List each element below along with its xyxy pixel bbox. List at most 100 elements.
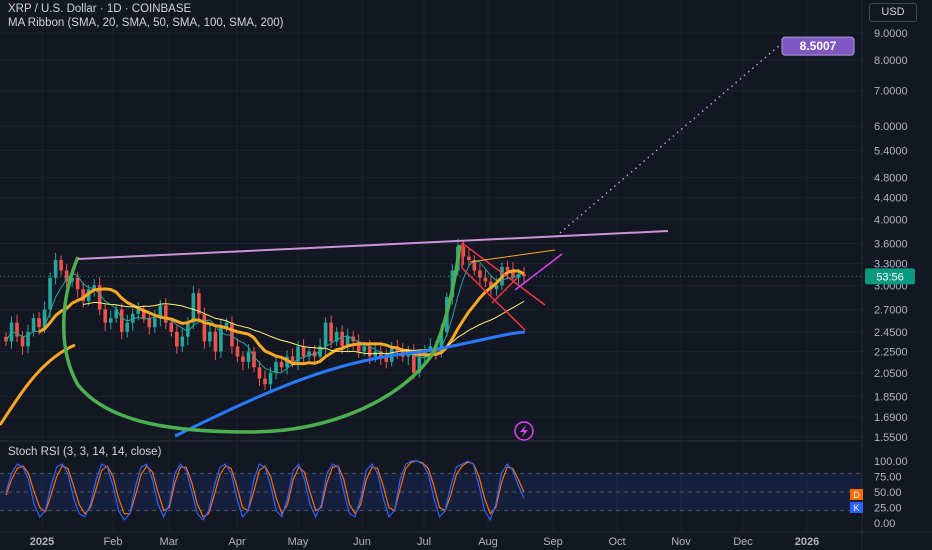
projection-dotted-line: [559, 44, 781, 234]
candle-body: [37, 318, 41, 328]
price-tick-label: 4.0000: [874, 214, 908, 226]
candle-body: [296, 346, 300, 362]
candle-body: [461, 246, 466, 257]
stoch-d-badge-label: D: [853, 490, 860, 500]
candle-body: [378, 351, 383, 357]
stoch-rsi-pane: [0, 460, 862, 522]
candle-body: [516, 274, 521, 278]
candle-body: [478, 270, 482, 278]
candle-body: [290, 356, 295, 362]
indicator-title: MA Ribbon (SMA, 20, SMA, 50, SMA, 100, S…: [8, 17, 284, 29]
time-tick-label: Feb: [104, 536, 123, 548]
candle-body: [97, 285, 102, 310]
candle-body: [252, 351, 256, 368]
candle-body: [494, 285, 499, 290]
candle-body: [235, 346, 240, 357]
price-axis[interactable]: 9.0000 8.0000 7.0000 6.0000 5.4000 4.8000 4.40…: [850, 0, 915, 550]
candle-body: [345, 336, 350, 347]
candle-body: [186, 322, 190, 337]
stoch-k-badge: [850, 502, 863, 513]
target-badge: [781, 36, 855, 56]
candle-body: [197, 293, 201, 314]
stoch-band: [0, 473, 862, 511]
candle-body: [483, 277, 488, 282]
candle-body: [467, 256, 471, 260]
time-tick-label: Sep: [543, 536, 563, 548]
stoch-k-badge-label: K: [853, 503, 859, 513]
candle-body: [230, 322, 234, 347]
price-tick-label: 2.4500: [874, 327, 908, 339]
time-tick-label: 2026: [795, 536, 819, 548]
candle-body: [180, 336, 185, 347]
candle-body: [208, 331, 212, 342]
price-tick-label: 4.8000: [874, 172, 908, 184]
candle-body: [59, 259, 63, 271]
stoch-rsi-title: Stoch RSI (3, 3, 14, 14, close): [8, 446, 162, 458]
candle-body: [362, 346, 366, 352]
candle-body: [257, 367, 262, 379]
price-tick-label: 1.5500: [874, 432, 908, 444]
price-tick-label: 9.0000: [874, 28, 908, 40]
stoch-tick-label: 75.00: [874, 472, 902, 484]
candle-body: [158, 305, 163, 319]
candle-body: [213, 331, 218, 352]
time-tick-label: Nov: [671, 536, 691, 548]
sma-100-line: [83, 300, 525, 355]
candle-body: [92, 285, 96, 290]
time-axis[interactable]: 2025 Feb Mar Apr May Jun Jul Aug Sep Oct Nov Dec 202…: [0, 531, 932, 548]
candle-body: [31, 318, 36, 332]
cup-curve: [62, 244, 462, 434]
candle-body: [241, 356, 245, 362]
price-tick-label: 5.4000: [874, 145, 908, 157]
candle-body: [141, 309, 146, 319]
candle-body: [202, 313, 207, 342]
flag-diag: [491, 277, 518, 304]
time-tick-label: Jun: [353, 536, 371, 548]
candle-body: [152, 318, 157, 328]
sma-200-line: [174, 330, 526, 438]
candle-body: [20, 336, 25, 347]
target-label: 8.5007: [800, 39, 837, 53]
current-price-badge: [865, 268, 915, 285]
candle-body: [70, 277, 74, 282]
candle-body: [125, 322, 130, 332]
time-tick-label: Apr: [228, 536, 245, 548]
candle-body: [42, 309, 47, 328]
price-tick-label: 7.0000: [874, 86, 908, 98]
stoch-tick-label: 100.00: [874, 456, 908, 468]
stoch-d-line: [5, 460, 525, 518]
candle-body: [4, 336, 8, 342]
candle-body: [263, 378, 267, 385]
candle-body: [323, 322, 328, 347]
flag-upper-line: [461, 242, 546, 306]
candle-body: [472, 259, 477, 271]
price-tick-label: 2.7000: [874, 305, 908, 317]
sma-50-line: [38, 269, 525, 366]
price-tick-label: 1.8500: [874, 391, 908, 403]
time-tick-label: 2025: [30, 536, 54, 548]
stoch-tick-label: 50.00: [874, 487, 902, 499]
price-tick-label: 2.2500: [874, 346, 908, 358]
candle-body: [417, 356, 422, 373]
candle-body: [384, 356, 389, 362]
time-tick-label: Oct: [608, 536, 625, 548]
stoch-tick-label: 25.00: [874, 503, 902, 515]
stoch-d-badge: [850, 489, 863, 500]
currency-button[interactable]: USD: [869, 3, 917, 22]
moving-averages: [0, 260, 526, 438]
drawing-layer: 8.5007: [0, 36, 862, 441]
candle-body: [103, 309, 107, 323]
candle-body: [522, 274, 526, 277]
time-tick-label: Mar: [160, 536, 179, 548]
candle-body: [489, 281, 493, 290]
candle-body: [169, 322, 174, 332]
candle-body: [367, 346, 372, 357]
candle-body: [114, 309, 119, 319]
candle-body: [356, 341, 361, 352]
candle-body: [191, 293, 196, 323]
current-price-label: 53:56: [876, 271, 904, 283]
time-tick-label: Dec: [733, 536, 753, 548]
candle-body: [175, 331, 179, 347]
candle-body: [136, 309, 141, 314]
